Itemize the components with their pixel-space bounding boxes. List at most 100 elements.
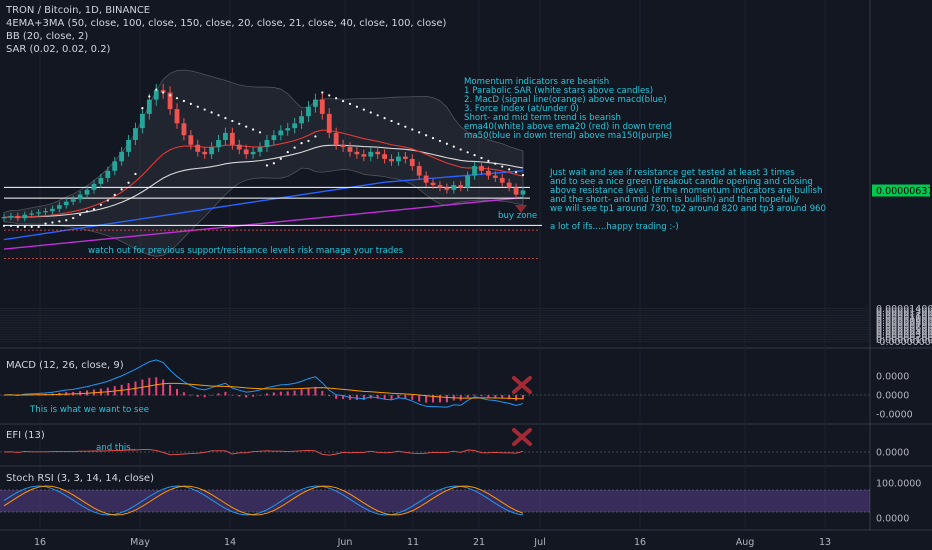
buy-zone-label: buy zone (498, 211, 537, 221)
macd-histogram-bar (155, 377, 158, 396)
price-tick-label: 0.00000800 (876, 318, 932, 329)
candle-body (146, 99, 152, 114)
macd-histogram-bar (314, 386, 317, 396)
sar-dot (23, 225, 26, 228)
last-price-tag (872, 184, 930, 197)
efi-note: and this.. (96, 443, 136, 453)
macd-histogram-bar (487, 395, 490, 398)
candle-body (326, 113, 332, 133)
sar-dot (72, 216, 75, 220)
candle-body (472, 166, 477, 176)
sar-dot (480, 156, 483, 160)
support-warning-note: watch out for previous support/resistanc… (88, 246, 404, 256)
candle-body (492, 175, 498, 178)
macd-histogram-bar (432, 395, 435, 403)
price-axis[interactable]: 0.000014000.000013000.000012000.00001100… (872, 184, 932, 525)
sar-dot (113, 193, 116, 197)
candle-body (506, 182, 512, 188)
sar-dot (307, 139, 310, 143)
sar-dot (37, 225, 40, 228)
annotation-line: Just wait and see if resistance get test… (549, 168, 795, 178)
price-tick-label: 0.00001200 (876, 309, 932, 320)
candle-body (70, 199, 76, 202)
sar-dot (328, 94, 331, 97)
time-tick-label: 21 (473, 537, 485, 548)
candle-body (347, 147, 353, 152)
candle-body (250, 151, 256, 155)
candle-body (396, 156, 401, 162)
price-tick-label: 0.00000500 (876, 325, 932, 336)
annotation-line: we will see tp1 around 730, tp2 around 8… (550, 204, 826, 214)
indicator-bb-label: BB (20, close, 2) (6, 31, 88, 42)
annotation-line: 1 Parabolic SAR (white stars above candl… (464, 86, 653, 96)
candle-body (1, 217, 7, 219)
time-tick-label: Jul (533, 537, 545, 548)
candle-body (36, 212, 41, 214)
grid-lines (0, 0, 932, 531)
price-tick-label: 0.00001400 (876, 304, 932, 315)
indicator-sar-label: SAR (0.02, 0.02, 0.2) (6, 44, 111, 55)
sar-dot (425, 134, 428, 137)
macd-histogram-bar (148, 377, 151, 396)
price-tick-label: 0.00000700 (876, 321, 932, 332)
candle-body (50, 208, 55, 212)
candle-body (402, 156, 408, 159)
macd-histogram-bar (196, 395, 199, 397)
candle-body (333, 132, 339, 145)
candle-body (292, 123, 298, 129)
sar-dot (265, 164, 269, 167)
candle-body (112, 161, 118, 171)
macd-histogram-bar (293, 390, 296, 396)
candle-body (167, 92, 173, 110)
stoch-rsi-pane-title: Stoch RSI (3, 3, 14, 14, close) (6, 473, 154, 484)
efi-line (3, 449, 524, 456)
annotation-marks (512, 376, 532, 446)
sar-dot (272, 162, 275, 165)
sar-dot (341, 99, 345, 103)
candle-body (451, 185, 457, 190)
time-tick-label: 14 (224, 537, 236, 548)
macd-histogram-bar (265, 393, 268, 396)
annotation-line: and the short- and mid term is bullish) … (550, 195, 799, 205)
macd-histogram-bar (224, 391, 227, 396)
time-tick-label: 11 (407, 537, 419, 548)
price-tick-label: 0.00000900 (876, 316, 932, 327)
macd-histogram-bar (300, 389, 303, 396)
macd-histogram-bar (397, 395, 400, 399)
candle-body (140, 113, 145, 129)
time-tick-label: 16 (634, 537, 646, 548)
ema20-line (3, 129, 524, 218)
candle-body (160, 90, 166, 93)
sar-dot (369, 111, 372, 114)
candle-body (264, 139, 270, 148)
sar-dot (300, 142, 303, 145)
sar-dot (51, 221, 54, 224)
sar-dot (44, 222, 47, 225)
candle-body (313, 99, 318, 107)
macd-histogram-bar (252, 395, 255, 397)
sar-dot (141, 107, 144, 110)
candle-body (340, 144, 346, 148)
macd-histogram-bar (494, 395, 497, 398)
stoch-d-line (3, 485, 524, 516)
macd-histogram-bar (176, 388, 178, 396)
candle-body (285, 128, 291, 131)
sar-dot (335, 97, 338, 100)
sar-dot (148, 95, 151, 98)
sar-dot (217, 114, 220, 117)
chart-title: TRON / Bitcoin, 1D, BINANCE (5, 5, 150, 16)
time-axis[interactable]: 16 May 14 Jun 11 21 Jul 16 Aug 13 (34, 537, 831, 548)
candle-body (354, 151, 360, 155)
macd-histogram-bar (418, 395, 421, 402)
efi-pane-title: EFI (13) (6, 430, 45, 441)
candle-body (56, 205, 62, 209)
macd-histogram-bar (279, 391, 282, 396)
red-x-mark (512, 376, 532, 394)
macd-histogram-bar (466, 395, 469, 398)
sar-dot (106, 199, 109, 202)
candle-body (229, 132, 235, 145)
candle-body (458, 185, 464, 188)
candle-body (409, 158, 415, 167)
candle-body (520, 190, 526, 195)
